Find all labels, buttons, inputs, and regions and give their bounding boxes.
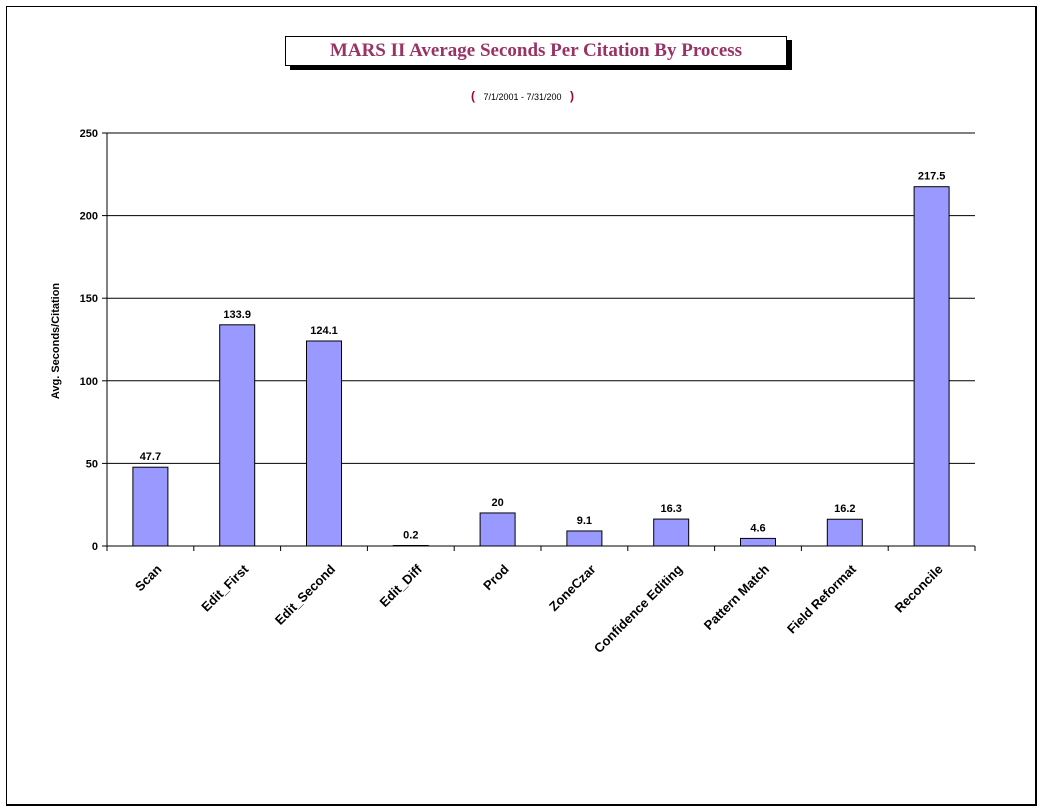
bar — [740, 537, 776, 547]
subtitle-open-paren: ( — [470, 89, 475, 103]
y-tick-label: 100 — [80, 376, 98, 388]
bar — [913, 186, 950, 547]
data-label: 16.3 — [660, 503, 681, 515]
bar — [132, 466, 169, 547]
category-label: Edit_Second — [272, 561, 338, 627]
bar — [392, 545, 429, 547]
data-label: 133.9 — [223, 309, 251, 321]
y-tick-label: 200 — [80, 211, 98, 223]
data-label: 20 — [491, 497, 503, 509]
y-tick-label: 250 — [80, 128, 98, 140]
data-label: 47.7 — [140, 451, 161, 463]
chart-frame — [6, 6, 1037, 806]
data-label: 9.1 — [577, 515, 592, 527]
category-label: ZoneCzar — [546, 562, 598, 614]
data-label: 217.5 — [918, 171, 946, 183]
chart-title: MARS II Average Seconds Per Citation By … — [329, 40, 743, 61]
bar — [566, 530, 603, 547]
data-label: 124.1 — [310, 325, 338, 337]
category-label: Pattern Match — [701, 561, 772, 632]
data-label: 0.2 — [403, 530, 418, 542]
category-label: Confidence Editing — [591, 561, 685, 655]
bar — [826, 518, 863, 547]
bar — [306, 340, 342, 547]
category-label: Reconcile — [892, 562, 946, 616]
category-label: Scan — [132, 561, 165, 594]
category-label: Edit_First — [198, 561, 251, 614]
y-tick-label: 50 — [86, 458, 98, 470]
category-label: Prod — [480, 561, 512, 593]
y-tick-label: 0 — [92, 541, 98, 553]
category-label: Edit_Diff — [377, 561, 426, 610]
bar — [479, 512, 516, 547]
y-tick-label: 150 — [80, 293, 98, 305]
data-label: 16.2 — [834, 503, 855, 515]
bar — [219, 324, 256, 547]
category-label: Field Reformat — [784, 561, 859, 636]
data-label: 4.6 — [750, 522, 765, 534]
chart-subtitle: ( 7/1/2001 - 7/31/200 ) — [0, 89, 1045, 103]
chart-title-box: MARS II Average Seconds Per Citation By … — [285, 36, 787, 66]
subtitle-date-range: 7/1/2001 - 7/31/200 — [483, 92, 562, 102]
subtitle-close-paren: ) — [570, 89, 575, 103]
bar — [653, 518, 690, 547]
